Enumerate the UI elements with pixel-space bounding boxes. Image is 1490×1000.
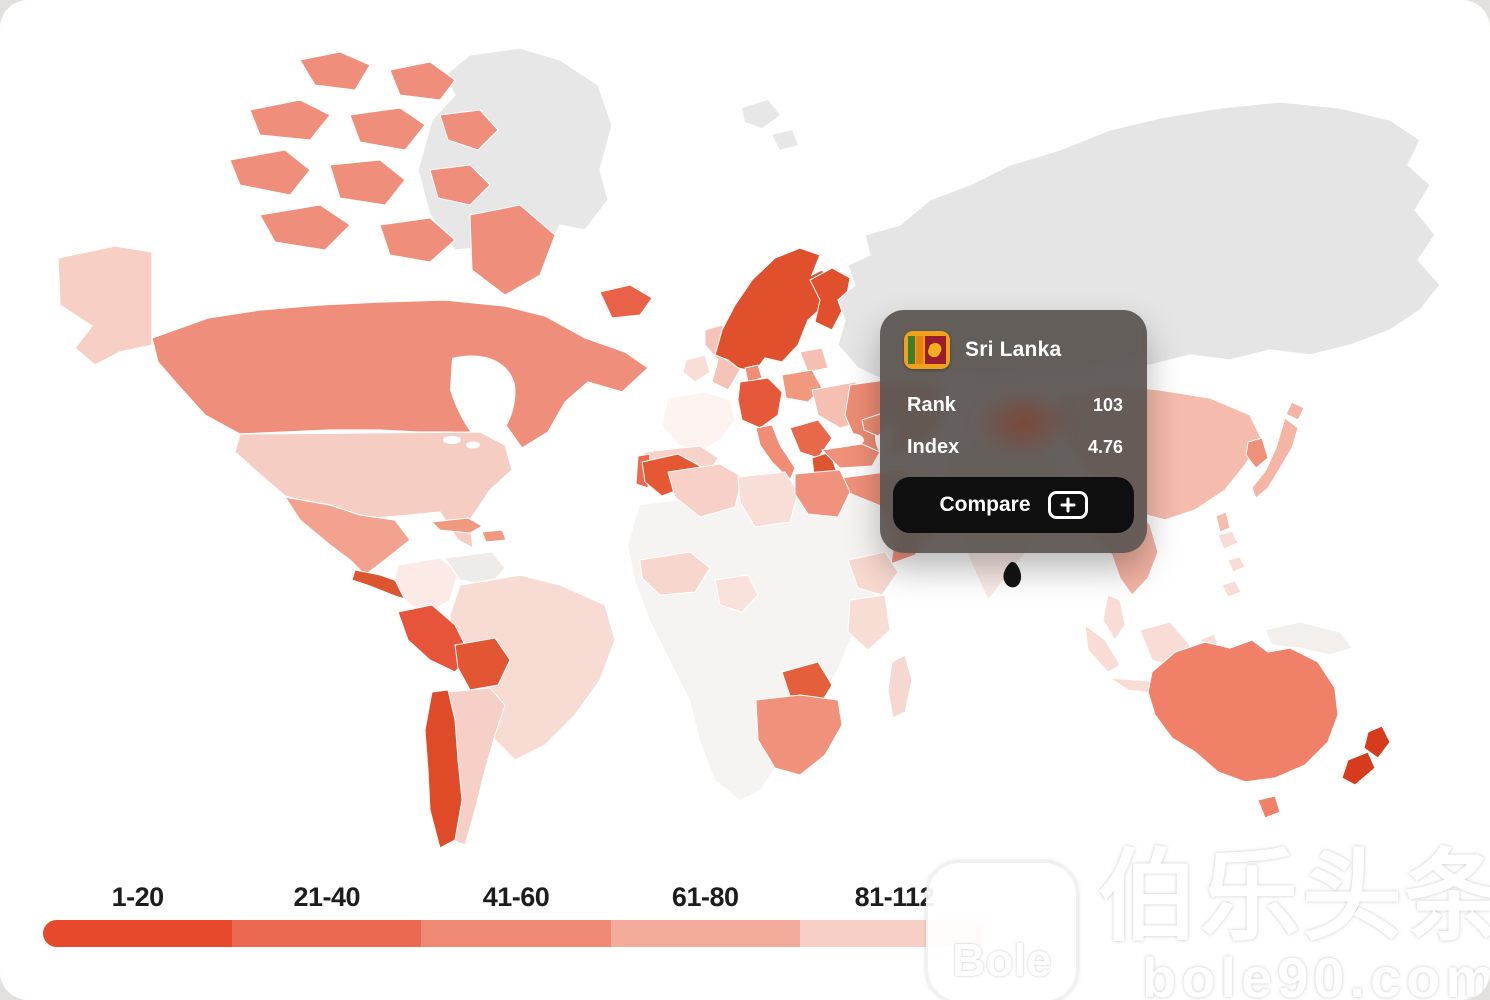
region-france[interactable] bbox=[661, 391, 736, 453]
region-egypt[interactable] bbox=[794, 469, 851, 518]
region-italy[interactable] bbox=[755, 424, 796, 481]
island bbox=[259, 204, 351, 251]
legend-segment bbox=[421, 920, 611, 947]
region-nigeria[interactable] bbox=[714, 574, 759, 613]
tooltip-header: Sri Lanka bbox=[880, 310, 1147, 369]
legend-label: 61-80 bbox=[671, 882, 739, 912]
region-japan[interactable] bbox=[1251, 401, 1305, 499]
legend-segment bbox=[232, 920, 422, 947]
compare-button[interactable]: Compare bbox=[893, 477, 1134, 533]
region-malaysia[interactable] bbox=[1102, 594, 1126, 641]
legend: 1-20 21-40 41-60 61-80 81-112 bbox=[43, 882, 989, 947]
region-alaska[interactable] bbox=[57, 245, 153, 366]
island bbox=[1285, 401, 1305, 421]
region-balkans[interactable] bbox=[789, 419, 833, 459]
island bbox=[439, 109, 499, 151]
region-bolivia[interactable] bbox=[454, 637, 511, 691]
region-tasmania[interactable] bbox=[1257, 795, 1281, 819]
compare-label: Compare bbox=[939, 493, 1031, 516]
rank-value: 103 bbox=[1092, 395, 1123, 415]
region-algeria[interactable] bbox=[667, 463, 743, 518]
region-cuba[interactable] bbox=[430, 517, 483, 534]
lake-hudson-bay bbox=[450, 355, 516, 448]
region-new-guinea[interactable] bbox=[1264, 621, 1353, 656]
island bbox=[469, 204, 556, 296]
legend-label: 21-40 bbox=[293, 882, 361, 912]
lake bbox=[443, 436, 461, 444]
region-libya[interactable] bbox=[737, 471, 799, 528]
island bbox=[1221, 580, 1242, 598]
region-turkey[interactable] bbox=[820, 443, 881, 469]
region-mexico[interactable] bbox=[283, 496, 411, 576]
island bbox=[349, 107, 426, 151]
region-ireland[interactable] bbox=[682, 354, 711, 383]
legend-segment bbox=[610, 920, 800, 947]
island bbox=[1341, 751, 1376, 786]
island bbox=[329, 159, 406, 206]
region-sri-lanka-highlight[interactable] bbox=[1003, 562, 1022, 588]
island bbox=[389, 61, 456, 101]
region-korea[interactable] bbox=[1245, 437, 1269, 469]
region-baltics[interactable] bbox=[799, 347, 829, 373]
island bbox=[249, 99, 331, 141]
region-madagascar[interactable] bbox=[887, 654, 913, 719]
region-kenya[interactable] bbox=[847, 594, 891, 651]
tooltip-country-name: Sri Lanka bbox=[965, 338, 1062, 361]
island bbox=[429, 164, 491, 206]
legend-label: 1-20 bbox=[111, 882, 165, 912]
region-west-africa[interactable] bbox=[639, 551, 711, 596]
rank-label: Rank bbox=[907, 394, 956, 416]
legend-label: 41-60 bbox=[482, 882, 550, 912]
island bbox=[1217, 530, 1239, 550]
legend-bar bbox=[43, 920, 989, 947]
island bbox=[742, 100, 780, 128]
lake bbox=[466, 441, 480, 449]
region-canada[interactable] bbox=[151, 299, 649, 449]
island bbox=[299, 51, 371, 91]
legend-segment bbox=[799, 920, 989, 947]
legend-labels: 1-20 21-40 41-60 61-80 81-112 bbox=[43, 882, 989, 913]
region-finland[interactable] bbox=[809, 267, 851, 331]
region-iceland[interactable] bbox=[599, 284, 653, 319]
region-ethiopia[interactable] bbox=[847, 551, 899, 596]
region-chile[interactable] bbox=[424, 689, 463, 849]
island bbox=[229, 149, 311, 196]
island bbox=[772, 130, 798, 150]
region-philippines[interactable] bbox=[1217, 530, 1246, 598]
region-canada-archipelago[interactable] bbox=[229, 51, 556, 296]
region-south-africa[interactable] bbox=[755, 694, 843, 776]
region-svalbard[interactable] bbox=[742, 100, 798, 150]
tooltip-rank-row: Rank 103 bbox=[880, 394, 1147, 417]
region-australia[interactable] bbox=[1147, 639, 1339, 783]
island bbox=[1363, 725, 1391, 759]
region-taiwan[interactable] bbox=[1215, 511, 1231, 533]
legend-segment bbox=[43, 920, 233, 947]
lake-black-sea bbox=[836, 433, 864, 447]
island bbox=[379, 217, 456, 263]
region-hispaniola[interactable] bbox=[481, 529, 507, 543]
plus-icon bbox=[1047, 491, 1088, 519]
index-value: 4.76 bbox=[1087, 437, 1123, 457]
island bbox=[1251, 417, 1299, 499]
region-colombia[interactable] bbox=[394, 557, 459, 616]
sri-lanka-flag-icon bbox=[904, 331, 950, 369]
index-label: Index bbox=[907, 436, 960, 458]
island bbox=[1084, 623, 1121, 673]
region-denmark[interactable] bbox=[744, 364, 763, 383]
country-tooltip: Sri Lanka Rank 103 Index 4.76 Compare bbox=[880, 310, 1147, 553]
region-germany[interactable] bbox=[737, 377, 783, 429]
tooltip-index-row: Index 4.76 bbox=[880, 436, 1147, 459]
region-venezuela[interactable] bbox=[444, 551, 506, 586]
island bbox=[1227, 556, 1246, 573]
region-africa-base[interactable] bbox=[628, 488, 895, 800]
region-new-zealand[interactable] bbox=[1341, 725, 1391, 786]
legend-label: 81-112 bbox=[854, 882, 935, 912]
